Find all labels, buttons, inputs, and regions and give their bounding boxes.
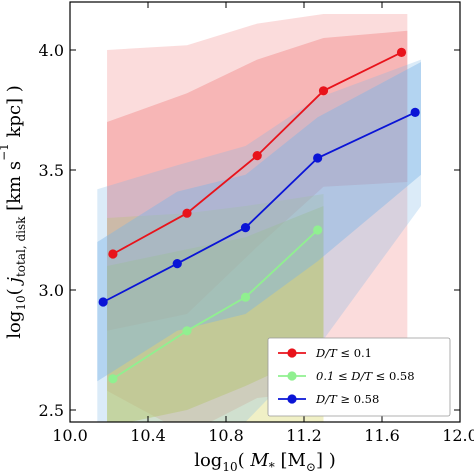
band-outer-2 <box>97 59 421 422</box>
data-point-1-3 <box>313 225 323 235</box>
data-point-2-3 <box>313 153 323 163</box>
data-point-1-2 <box>240 292 251 302</box>
data-point-2-4 <box>410 107 420 117</box>
series-lines <box>98 47 420 384</box>
y-axis-label: log10( jtotal, disk [km s−1 kpc] ) <box>0 85 28 339</box>
legend-box <box>267 337 451 417</box>
legend: D/T ≤ 0.1 0.1 ≤ D/T ≤ 0.58 D/T ≥ 0.58 <box>267 337 451 417</box>
data-point-0-2 <box>252 151 262 161</box>
data-point-0-1 <box>182 208 192 218</box>
data-point-2-0 <box>98 297 108 307</box>
y-tick-label: 4.0 <box>39 41 64 60</box>
legend-marker-0 <box>287 348 297 358</box>
y-tick-label: 2.5 <box>39 401 64 420</box>
y-tick-label: 3.0 <box>39 281 64 300</box>
band-outer-0 <box>107 14 408 422</box>
legend-label-0: D/T ≤ 0.1 <box>315 346 372 360</box>
x-tick-label: 10.4 <box>130 426 166 445</box>
x-tick-label: 10.8 <box>208 426 244 445</box>
legend-label-2: D/T ≥ 0.58 <box>315 392 379 406</box>
axis-ticks: 10.0 10.4 10.8 11.2 11.6 12.0 2.5 3.0 3.5 4.0 <box>39 2 474 445</box>
legend-marker-1 <box>287 371 297 381</box>
x-tick-label: 12.0 <box>442 426 474 445</box>
data-point-2-1 <box>172 259 182 269</box>
x-tick-label: 11.6 <box>364 426 400 445</box>
data-point-0-3 <box>318 86 329 96</box>
legend-label-1: 0.1 ≤ D/T ≤ 0.58 <box>316 369 415 383</box>
plot-frame <box>69 1 461 423</box>
legend-marker-2 <box>287 394 297 404</box>
data-point-1-1 <box>182 326 192 336</box>
x-tick-label: 10.0 <box>52 426 88 445</box>
band-inner-2 <box>97 62 422 382</box>
data-point-0-4 <box>396 47 407 58</box>
data-point-1-0 <box>108 374 118 384</box>
x-tick-label: 11.2 <box>286 426 322 445</box>
band-inner-0 <box>107 30 408 331</box>
data-point-2-2 <box>240 223 251 233</box>
data-point-0-0 <box>108 249 118 259</box>
series-line-1 <box>112 229 319 380</box>
x-axis-label: log10( M* [M⊙] ) <box>194 450 336 474</box>
y-tick-label: 3.5 <box>39 161 64 180</box>
